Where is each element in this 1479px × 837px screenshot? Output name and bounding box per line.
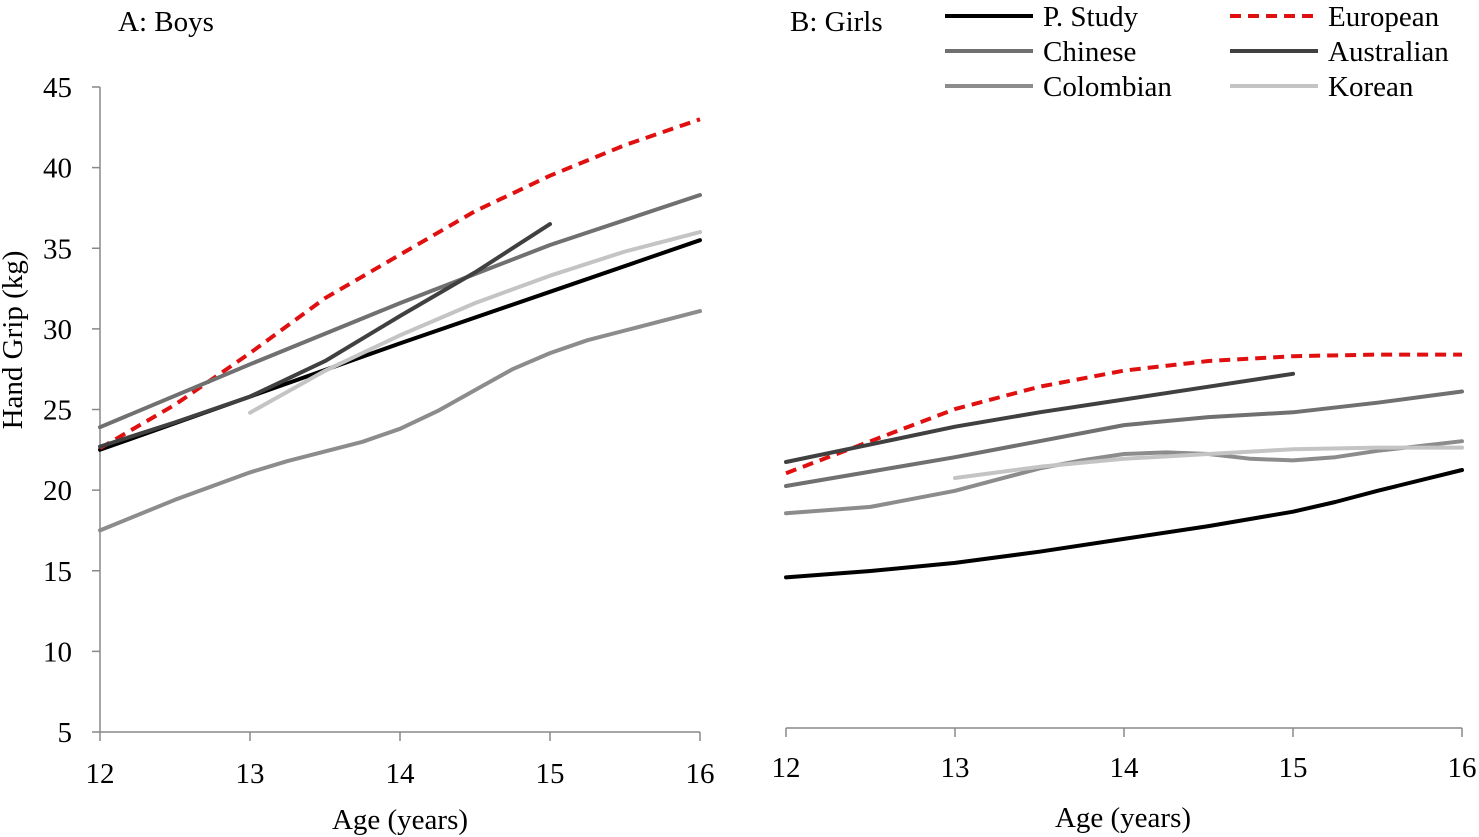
panel-a-y-tick-label: 25 bbox=[43, 395, 72, 427]
panel-a-title: A: Boys bbox=[118, 6, 214, 38]
panel-a-y-tick-label: 5 bbox=[58, 717, 73, 749]
panel-b-x-tick-label: 14 bbox=[1110, 752, 1140, 784]
panel-a-y-tick-label: 10 bbox=[43, 636, 72, 668]
panel-a-y-tick-label: 45 bbox=[43, 72, 72, 104]
panel-a-x-tick-label: 13 bbox=[236, 758, 265, 790]
panel-b-x-tick-label: 12 bbox=[772, 752, 801, 784]
panel-a-y-tick-label: 40 bbox=[43, 153, 72, 185]
panel-a-x-tick-label: 16 bbox=[686, 758, 715, 790]
legend: P. Study European Chinese Australian Colombi… bbox=[945, 1, 1449, 103]
legend-label-australian: Australian bbox=[1328, 36, 1449, 68]
panel-b-x-tick-label: 13 bbox=[941, 752, 970, 784]
legend-label-p-study: P. Study bbox=[1043, 1, 1139, 33]
panel-a-x-tick-label: 14 bbox=[386, 758, 416, 790]
panel-b-series-korean bbox=[953, 445, 1464, 480]
legend-label-chinese: Chinese bbox=[1043, 36, 1136, 68]
legend-label-colombian: Colombian bbox=[1043, 71, 1172, 103]
panel-a-y-tick-label: 30 bbox=[43, 314, 72, 346]
panel-a-y-axis-label: Hand Grip (kg) bbox=[0, 251, 29, 430]
panel-b-axes: 12 13 14 15 16 bbox=[772, 727, 1477, 784]
panel-b-x-axis-label: Age (years) bbox=[1055, 802, 1191, 834]
panel-b-series-colombian bbox=[784, 439, 1464, 516]
panel-b-series-p-study bbox=[784, 468, 1464, 580]
panel-a-series-korean bbox=[248, 230, 702, 415]
panel-b-title: B: Girls bbox=[790, 6, 883, 38]
panel-b-x-tick-label: 15 bbox=[1279, 752, 1308, 784]
legend-label-european: European bbox=[1328, 1, 1440, 33]
panel-a-series-australian bbox=[98, 222, 552, 449]
panel-a-x-tick-label: 12 bbox=[86, 758, 115, 790]
panel-a-x-tick-label: 15 bbox=[536, 758, 565, 790]
panel-a-plot-area bbox=[98, 117, 702, 533]
panel-b-series-chinese bbox=[784, 389, 1464, 488]
panel-a-y-tick-label: 15 bbox=[43, 556, 72, 588]
panel-a-series-european bbox=[98, 117, 701, 450]
panel-a-y-tick-label: 35 bbox=[43, 233, 72, 265]
panel-a-axes: 12 13 14 15 16 5 10 15 20 25 30 35 40 45 bbox=[43, 72, 715, 790]
panel-b-plot-area bbox=[784, 352, 1464, 580]
legend-label-korean: Korean bbox=[1328, 71, 1414, 103]
panel-a-series-chinese bbox=[98, 193, 702, 430]
panel-b-x-tick-label: 16 bbox=[1448, 752, 1477, 784]
panel-b-series-european bbox=[785, 352, 1462, 476]
panel-a-y-tick-label: 20 bbox=[43, 475, 72, 507]
panel-a-x-axis-label: Age (years) bbox=[332, 804, 468, 836]
panel-b-series-australian bbox=[784, 371, 1295, 464]
panel-a-series-colombian bbox=[98, 309, 702, 533]
